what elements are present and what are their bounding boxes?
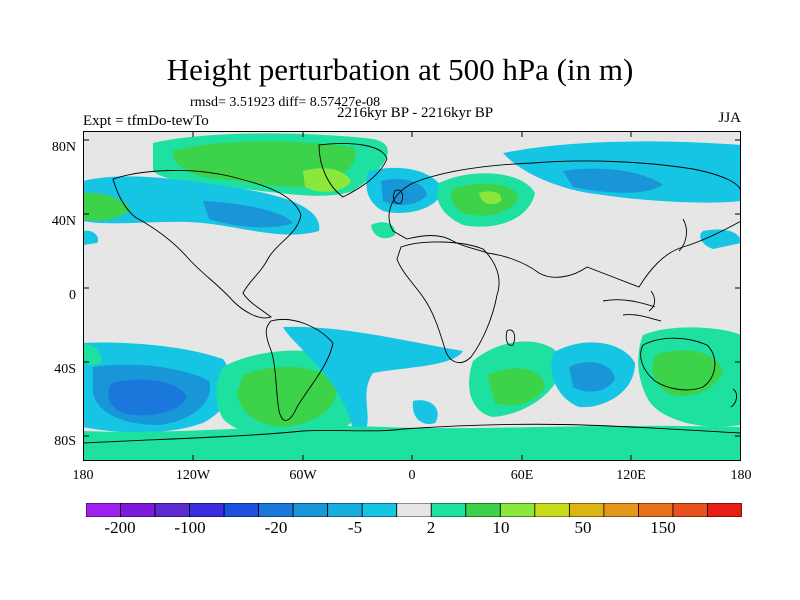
colorbar-box — [603, 503, 639, 517]
colorbar — [86, 503, 742, 517]
colorbar-box — [292, 503, 329, 517]
lon-label: 180 — [730, 468, 752, 483]
lon-label: 120E — [616, 468, 646, 483]
colorbar-box — [707, 503, 742, 517]
colorbar-box — [189, 503, 225, 517]
map-title: Height perturbation at 500 hPa (in m) — [166, 52, 634, 87]
colorbar-label: -100 — [174, 518, 206, 537]
colorbar-box — [327, 503, 363, 517]
colorbar-box — [258, 503, 294, 517]
lon-label: 60W — [289, 468, 317, 483]
colorbar-box — [86, 503, 121, 517]
lat-label: 40N — [51, 214, 76, 229]
colorbar-box — [638, 503, 674, 517]
season-label: JJA — [718, 110, 741, 126]
colorbar-box — [430, 503, 467, 517]
stats-text: rmsd= 3.51923 diff= 8.57427e-08 — [190, 95, 381, 110]
colorbar-box — [499, 503, 536, 517]
map-panel — [83, 131, 741, 461]
lon-label: 60E — [510, 468, 534, 483]
lon-label: 0 — [408, 468, 416, 483]
colorbar-label: -200 — [104, 518, 136, 537]
lat-label: 40S — [54, 362, 76, 377]
coastlines — [83, 143, 741, 444]
lon-label: 180 — [72, 468, 94, 483]
colorbar-label: -20 — [264, 518, 288, 537]
colorbar-label: 2 — [426, 518, 436, 537]
colorbar-box — [223, 503, 260, 517]
colorbar-box — [465, 503, 501, 517]
colorbar-box — [568, 503, 605, 517]
lat-label: 80N — [51, 140, 76, 155]
colorbar-label: 150 — [650, 518, 676, 537]
lat-label: 80S — [54, 434, 76, 449]
colorbar-box — [672, 503, 708, 517]
colorbar-box — [361, 503, 398, 517]
colorbar-box — [120, 503, 156, 517]
lat-label: 0 — [69, 288, 76, 303]
height-field — [83, 131, 741, 461]
colorbar-box — [396, 503, 432, 517]
period-label: 2216kyr BP - 2216kyr BP — [336, 105, 494, 121]
tick-marks — [83, 131, 741, 461]
experiment-label: Expt = tfmDo-tewTo — [83, 113, 209, 129]
colorbar-box — [534, 503, 570, 517]
colorbar-box — [154, 503, 190, 517]
colorbar-label: 10 — [492, 518, 510, 537]
colorbar-label: -5 — [347, 518, 363, 537]
colorbar-label: 50 — [574, 518, 592, 537]
lon-label: 120W — [175, 468, 211, 483]
